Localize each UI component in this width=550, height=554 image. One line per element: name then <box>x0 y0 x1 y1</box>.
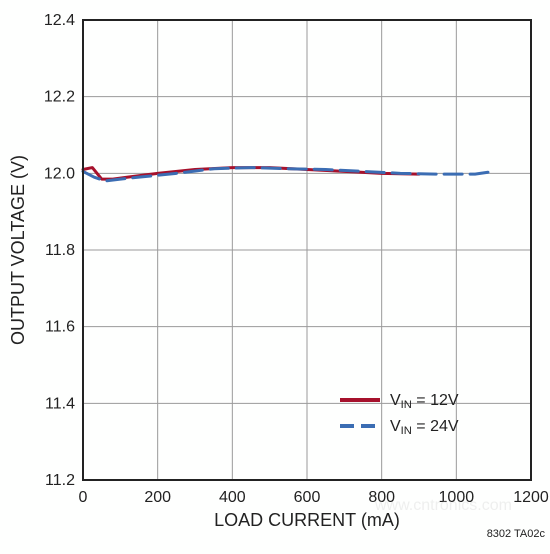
data-series <box>83 168 494 181</box>
x-tick-label: 400 <box>219 489 246 506</box>
y-tick-label: 12.0 <box>44 165 75 182</box>
y-tick-label: 11.4 <box>45 395 75 412</box>
y-tick-label: 11.8 <box>45 242 75 259</box>
y-tick-label: 11.6 <box>45 319 75 336</box>
x-axis-label: LOAD CURRENT (mA) <box>214 510 400 530</box>
y-tick-label: 12.2 <box>44 89 75 106</box>
grid <box>83 20 531 480</box>
x-tick-label: 600 <box>294 489 321 506</box>
y-tick-label: 12.4 <box>44 12 75 29</box>
watermark: www.cntronics.com <box>374 497 512 514</box>
figure-reference-label: 8302 TA02c <box>487 528 546 540</box>
y-tick-labels: 11.2 11.4 11.6 11.8 12.0 12.2 12.4 <box>44 12 75 489</box>
x-tick-label: 0 <box>79 489 88 506</box>
legend-label: VIN = 12V <box>390 392 459 411</box>
legend-label: VIN = 24V <box>390 418 459 437</box>
y-axis-label: OUTPUT VOLTAGE (V) <box>8 155 28 345</box>
output-voltage-chart: 11.2 11.4 11.6 11.8 12.0 12.2 12.4 0 200 400 600 8… <box>0 0 550 554</box>
legend: VIN = 12V VIN = 24V <box>340 392 459 437</box>
x-tick-label: 1200 <box>513 489 549 506</box>
y-tick-label: 11.2 <box>45 472 75 489</box>
x-tick-label: 200 <box>144 489 171 506</box>
